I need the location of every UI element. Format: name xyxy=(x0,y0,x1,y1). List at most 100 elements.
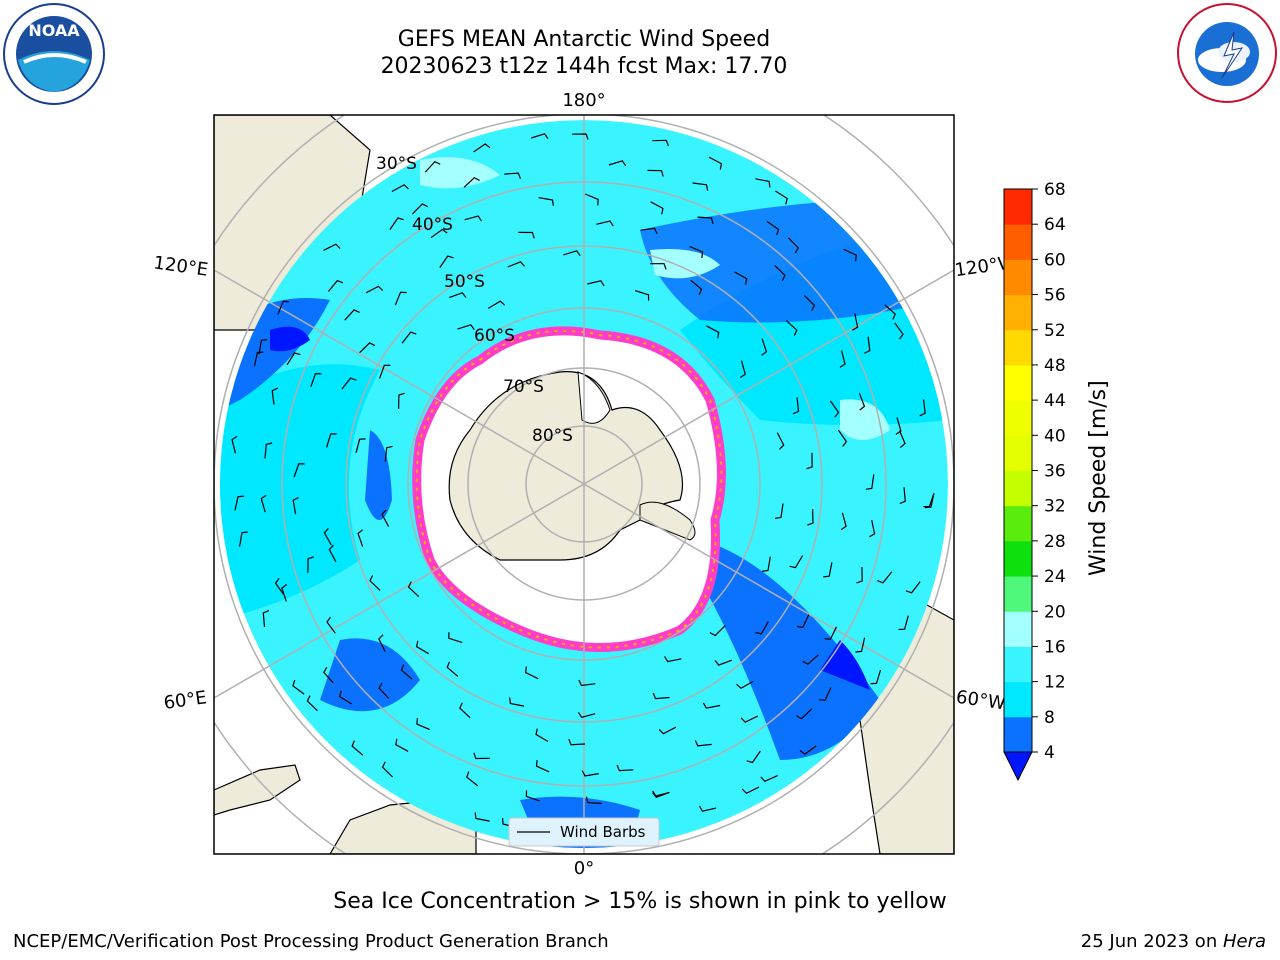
wind-barb xyxy=(577,711,596,718)
wind-barb xyxy=(531,133,549,140)
chart-subtitle: 20230623 t12z 144h fcst Max: 17.70 xyxy=(380,54,788,79)
wind-barb xyxy=(264,442,273,459)
wind-barb xyxy=(865,474,875,490)
wind-barb xyxy=(464,215,483,222)
wind-barb xyxy=(351,740,364,756)
wind-barb xyxy=(708,156,723,170)
wind-barb xyxy=(746,750,761,764)
wind-barb xyxy=(381,509,390,527)
wind-barb xyxy=(766,220,780,236)
wind-barb xyxy=(400,664,413,680)
wind-barb xyxy=(852,313,859,331)
wind-barb xyxy=(234,495,245,511)
wind-barb xyxy=(792,397,800,415)
wind-barb xyxy=(858,392,866,411)
wind-barb xyxy=(430,228,448,239)
wind-barb xyxy=(760,775,778,783)
wind-barb xyxy=(415,640,430,655)
wind-barb xyxy=(344,309,360,321)
wind-barb xyxy=(448,292,467,299)
wind-barb xyxy=(692,182,709,191)
colorbar-segment xyxy=(1004,681,1032,718)
wind-barb xyxy=(840,512,847,531)
wind-barb xyxy=(755,178,771,188)
wind-barb xyxy=(870,669,882,685)
wind-barb xyxy=(416,718,430,731)
wind-barb xyxy=(292,679,305,695)
wind-barb xyxy=(734,271,748,285)
lon-label-60e: 60°E xyxy=(162,687,208,714)
wind-barb xyxy=(652,692,670,700)
sea-ice-note: Sea Ice Concentration > 15% is shown in … xyxy=(333,889,947,914)
wind-barb xyxy=(709,625,726,637)
wind-barb xyxy=(326,433,337,448)
wind-barb xyxy=(823,562,833,578)
colorbar-tick-label: 36 xyxy=(1044,462,1066,482)
wind-barb xyxy=(843,248,857,262)
wind-barb xyxy=(776,432,785,450)
wind-barb xyxy=(923,493,935,508)
wind-barb xyxy=(898,430,906,448)
colorbar-segment xyxy=(1004,576,1032,612)
wind-barb xyxy=(231,435,238,454)
wind-barb xyxy=(919,399,926,417)
lat-label-40s: 40°S xyxy=(412,215,453,235)
wind-barb xyxy=(411,203,428,215)
wind-barb xyxy=(473,752,490,760)
wind-barb xyxy=(824,626,838,640)
colorbar-under-extension xyxy=(1003,751,1033,782)
colorbar-segment xyxy=(1004,646,1032,683)
wind-barb xyxy=(307,556,314,573)
wind-barb xyxy=(323,243,341,251)
wind-barb xyxy=(507,261,525,268)
wind-barb xyxy=(398,392,405,410)
wind-barb xyxy=(803,295,816,311)
noaa-logo-text: NOAA xyxy=(28,21,80,40)
lon-label-60w: 60°W xyxy=(955,687,1007,715)
wind-barb xyxy=(407,581,420,598)
wind-barb xyxy=(327,279,344,292)
lat-label-30s: 30°S xyxy=(376,154,417,174)
wind-barb xyxy=(568,738,586,746)
colorbar-label: Wind Speed [m/s] xyxy=(1086,380,1111,576)
wind-barb xyxy=(328,544,337,563)
footer-host: Hera xyxy=(1222,931,1266,952)
wind-barb xyxy=(855,637,866,653)
wind-barb xyxy=(787,237,799,254)
wind-barb xyxy=(292,496,299,515)
wind-barb xyxy=(538,197,554,206)
wind-barb xyxy=(640,227,658,234)
wind-barb xyxy=(587,280,605,287)
wind-barb xyxy=(585,796,602,805)
wind-barb xyxy=(323,666,334,684)
wind-barb xyxy=(395,738,409,752)
wind-barb xyxy=(448,632,463,644)
wind-barb xyxy=(535,760,550,773)
colorbar-tick-label: 28 xyxy=(1044,532,1066,552)
wind-barb xyxy=(378,682,390,699)
wind-barb xyxy=(819,687,832,702)
wind-barb xyxy=(535,728,549,743)
wind-barb xyxy=(293,463,305,478)
wind-barb xyxy=(652,791,670,799)
wind-barbs xyxy=(231,133,935,837)
wind-barb xyxy=(584,193,599,206)
colorbar-tick-label: 4 xyxy=(1044,743,1055,763)
wind-barb xyxy=(378,634,386,652)
lon-label-180: 180° xyxy=(562,90,605,111)
wind-barb xyxy=(775,190,788,205)
wind-barb xyxy=(365,285,384,294)
wind-barb xyxy=(286,352,301,366)
lon-label-0: 0° xyxy=(574,858,594,879)
wind-barb xyxy=(864,336,871,354)
wind-barb xyxy=(341,377,357,390)
footer-credit: NCEP/EMC/Verification Post Processing Pr… xyxy=(13,931,609,952)
wind-barb xyxy=(281,584,288,602)
wind-barb xyxy=(829,400,840,418)
wind-barb xyxy=(706,325,720,339)
wind-barb xyxy=(807,509,814,526)
wind-barb xyxy=(355,438,366,453)
colorbar-segment xyxy=(1004,435,1032,471)
